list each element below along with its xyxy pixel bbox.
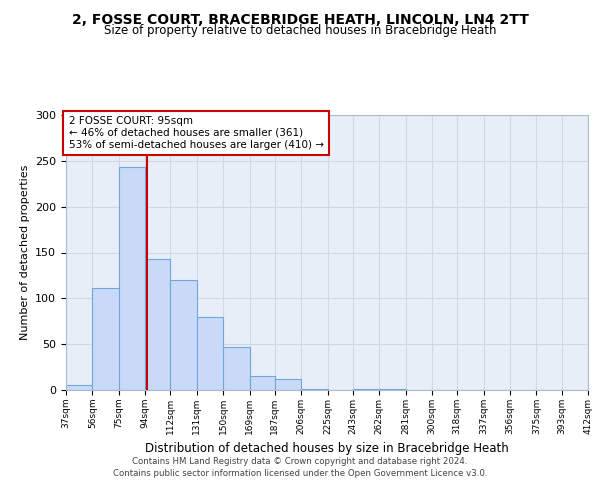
- Text: Size of property relative to detached houses in Bracebridge Heath: Size of property relative to detached ho…: [104, 24, 496, 37]
- Y-axis label: Number of detached properties: Number of detached properties: [20, 165, 29, 340]
- Bar: [250, 376, 275, 390]
- Bar: [92, 288, 119, 390]
- Bar: [119, 167, 145, 390]
- Bar: [145, 259, 170, 390]
- Bar: [66, 386, 92, 390]
- Bar: [197, 316, 223, 390]
- Bar: [353, 389, 379, 390]
- Text: 2 FOSSE COURT: 95sqm
← 46% of detached houses are smaller (361)
53% of semi-deta: 2 FOSSE COURT: 95sqm ← 46% of detached h…: [68, 116, 323, 150]
- Text: Contains HM Land Registry data © Crown copyright and database right 2024.: Contains HM Land Registry data © Crown c…: [132, 458, 468, 466]
- Bar: [275, 379, 301, 390]
- X-axis label: Distribution of detached houses by size in Bracebridge Heath: Distribution of detached houses by size …: [145, 442, 509, 456]
- Bar: [379, 389, 406, 390]
- Bar: [223, 347, 250, 390]
- Text: 2, FOSSE COURT, BRACEBRIDGE HEATH, LINCOLN, LN4 2TT: 2, FOSSE COURT, BRACEBRIDGE HEATH, LINCO…: [71, 12, 529, 26]
- Bar: [170, 280, 197, 390]
- Bar: [301, 389, 328, 390]
- Text: Contains public sector information licensed under the Open Government Licence v3: Contains public sector information licen…: [113, 468, 487, 477]
